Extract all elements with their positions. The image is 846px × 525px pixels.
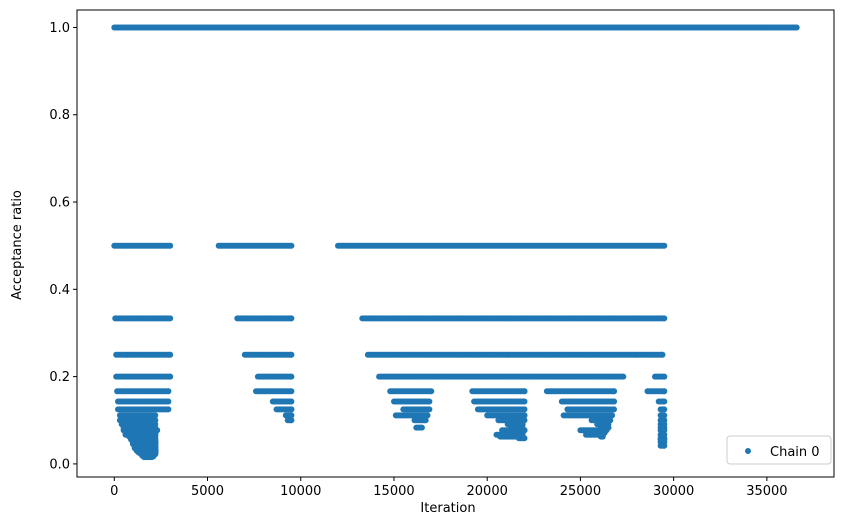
y-tick-label: 0.8 (49, 108, 70, 123)
data-point (288, 388, 295, 395)
y-tick-label: 0.6 (49, 196, 70, 211)
x-tick-label: 10000 (280, 484, 321, 499)
x-tick-label: 20000 (467, 484, 508, 499)
legend: Chain 0 (726, 435, 832, 465)
data-point (428, 388, 435, 395)
data-point (424, 412, 431, 419)
legend-label-chain-0: Chain 0 (770, 445, 820, 460)
data-point (611, 406, 617, 413)
data-point (793, 24, 800, 31)
x-tick-label: 15000 (373, 484, 414, 499)
data-point (609, 412, 616, 419)
data-point (661, 242, 668, 249)
data-point (659, 351, 666, 358)
data-point (661, 412, 668, 419)
data-point (418, 424, 425, 431)
data-point (521, 435, 528, 442)
data-point (611, 398, 617, 405)
data-point (288, 315, 295, 322)
y-tick-label: 0.2 (49, 370, 70, 385)
data-point (661, 398, 668, 405)
data-point (288, 406, 295, 413)
y-axis-ticks: 0.0 0.2 0.4 0.6 0.8 1.0 (49, 21, 77, 472)
x-tick-label: 30000 (653, 484, 694, 499)
data-point (152, 412, 159, 419)
data-markers (111, 24, 800, 461)
data-point (288, 242, 295, 249)
y-tick-label: 0.0 (49, 457, 70, 472)
data-point (167, 242, 174, 249)
data-point (661, 406, 668, 413)
data-point (288, 398, 295, 405)
data-point (288, 412, 295, 419)
data-point (165, 388, 172, 395)
plot-area-border (76, 9, 835, 478)
data-point (521, 412, 528, 419)
data-point (661, 373, 668, 380)
data-point (288, 373, 295, 380)
data-point (167, 315, 174, 322)
data-point (426, 398, 433, 405)
legend-marker-chain-0 (745, 448, 751, 454)
data-point (620, 373, 627, 380)
data-point (426, 406, 433, 413)
data-point (521, 398, 528, 405)
x-tick-label: 25000 (560, 484, 601, 499)
x-tick-label: 35000 (746, 484, 787, 499)
data-point (599, 433, 606, 440)
x-axis-label: Iteration (420, 501, 475, 516)
data-point (167, 351, 174, 358)
x-tick-label: 5000 (191, 484, 224, 499)
data-point (165, 406, 172, 413)
data-point (611, 388, 617, 395)
y-axis-label: Acceptance ratio (10, 190, 25, 300)
data-point (165, 398, 172, 405)
data-point (148, 454, 155, 461)
x-axis-ticks: 0 5000 10000 15000 20000 25000 30000 35000 (110, 477, 788, 499)
data-point (661, 315, 668, 322)
data-point (422, 417, 429, 424)
data-point (288, 417, 295, 424)
data-point (661, 388, 668, 395)
data-point (521, 406, 528, 413)
x-tick-label: 0 (110, 484, 118, 499)
data-point (521, 388, 528, 395)
y-tick-label: 1.0 (49, 21, 70, 36)
data-point (661, 442, 668, 449)
axes-frame (76, 9, 835, 478)
data-point (167, 373, 174, 380)
data-point (288, 351, 295, 358)
y-tick-label: 0.4 (49, 283, 70, 298)
legend-box (726, 435, 832, 465)
data-point (661, 427, 668, 434)
